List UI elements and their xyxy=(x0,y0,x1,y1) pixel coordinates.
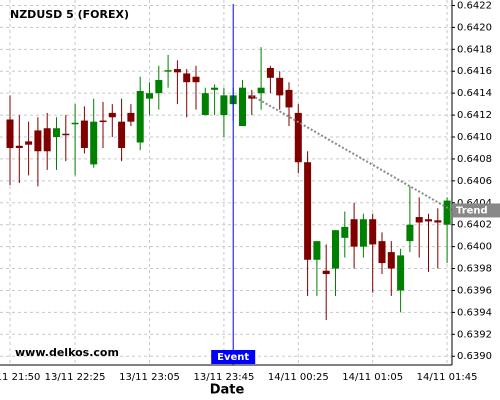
trend-line xyxy=(251,94,453,212)
candle-body xyxy=(155,80,163,94)
candle-body xyxy=(192,76,200,83)
candle-body xyxy=(350,219,358,247)
y-tick-label: 0.6416 xyxy=(457,66,492,77)
candle-body xyxy=(34,130,42,152)
event-label-box xyxy=(211,350,256,364)
y-tick-label: 0.6418 xyxy=(457,44,492,55)
candle-body xyxy=(332,230,339,269)
candle-body xyxy=(443,200,451,225)
candle-body xyxy=(53,128,60,138)
candle-body xyxy=(369,219,377,245)
x-tick-label: 14/11 01:45 xyxy=(417,372,478,383)
candle-body xyxy=(71,122,79,125)
y-tick-label: 0.6392 xyxy=(457,329,492,340)
candle-body xyxy=(25,141,33,145)
y-tick-label: 0.6390 xyxy=(457,351,492,362)
y-tick-label: 0.6406 xyxy=(457,176,492,187)
candle-body xyxy=(322,270,330,275)
y-tick-label: 0.6400 xyxy=(457,242,492,253)
x-tick-label: 13/11 21:50 xyxy=(0,372,40,383)
candle-body xyxy=(266,67,274,78)
candle-body xyxy=(99,120,107,123)
y-tick-label: 0.6394 xyxy=(457,307,492,318)
y-tick-label: 0.6414 xyxy=(457,88,492,99)
candle-body xyxy=(127,112,135,122)
x-tick-label: 14/11 00:25 xyxy=(268,372,329,383)
x-axis-title: Date xyxy=(210,383,245,398)
x-tick-label: 14/11 01:05 xyxy=(342,372,403,383)
candle-body xyxy=(406,224,414,242)
candle-body xyxy=(257,87,265,94)
candle-body xyxy=(6,119,14,148)
candle-body xyxy=(211,87,219,90)
candle-body xyxy=(146,93,153,99)
watermark: www.delkos.com xyxy=(15,346,119,359)
candle-body xyxy=(118,121,126,148)
x-tick-label: 13/11 23:45 xyxy=(193,372,254,383)
candle-body xyxy=(294,112,302,163)
y-tick-label: 0.6402 xyxy=(457,220,492,231)
candle-body xyxy=(239,87,246,127)
candle-body xyxy=(173,69,181,73)
chart-title: NZDUSD 5 (FOREX) xyxy=(10,8,129,21)
x-tick-label: 13/11 22:25 xyxy=(45,372,106,383)
y-tick-label: 0.6422 xyxy=(457,0,492,11)
candle-body xyxy=(276,77,284,96)
candle-body xyxy=(90,121,98,165)
candle-body xyxy=(201,93,209,116)
y-tick-label: 0.6410 xyxy=(457,132,492,143)
candle-body xyxy=(62,133,70,136)
candle-body xyxy=(415,217,423,223)
candle-body xyxy=(136,90,144,143)
y-tick-label: 0.6420 xyxy=(457,22,492,33)
candle-body xyxy=(220,95,228,116)
candle-body xyxy=(387,252,395,269)
candle-body xyxy=(43,128,51,152)
overlays xyxy=(232,4,453,365)
event-label: Event xyxy=(217,352,249,363)
y-tick-label: 0.6398 xyxy=(457,264,492,275)
candle-body xyxy=(341,226,349,238)
candle-body xyxy=(164,70,172,72)
candle-body xyxy=(285,89,293,108)
y-tick-label: 0.6404 xyxy=(457,198,492,209)
candle-body xyxy=(425,219,432,222)
y-tick-label: 0.6412 xyxy=(457,110,492,121)
y-tick-label: 0.6408 xyxy=(457,154,492,165)
y-tick-label: 0.6396 xyxy=(457,285,492,296)
candle-body xyxy=(378,241,386,264)
candle-body xyxy=(313,241,321,260)
candle-body xyxy=(359,219,367,247)
candle-body xyxy=(248,95,256,99)
candle-body xyxy=(15,145,23,148)
candle-body xyxy=(304,162,312,260)
candle-body xyxy=(434,220,442,223)
candle-body xyxy=(108,112,116,118)
trend-label: Trend xyxy=(456,205,488,216)
candle-body xyxy=(397,255,405,291)
trend-label-box xyxy=(453,203,500,218)
candle-body xyxy=(80,120,88,148)
x-tick-label: 13/11 23:05 xyxy=(119,372,180,383)
grid xyxy=(0,0,452,365)
candle-body xyxy=(183,73,191,83)
candles xyxy=(6,47,451,321)
